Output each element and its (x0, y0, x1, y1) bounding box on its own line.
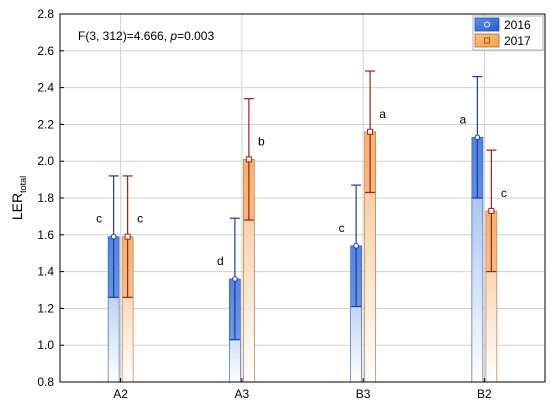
mean-marker-2016-B2 (474, 134, 481, 141)
x-tick-label: B2 (477, 387, 492, 401)
significance-letter-2016-B2: a (460, 112, 467, 126)
y-axis-title: LERtotal (9, 176, 28, 220)
significance-letter-2016-B3: c (339, 221, 345, 235)
mean-marker-2016-A3 (232, 276, 238, 282)
legend-marker-2016 (484, 21, 490, 28)
legend: 2016 2017 (472, 15, 544, 51)
y-tick-label: 1.4 (37, 265, 54, 279)
mean-marker-2016-A2 (110, 233, 117, 240)
mean-marker-2017-A2 (124, 233, 131, 240)
significance-letter-2017-B3: a (379, 107, 386, 121)
y-tick-label: 1.0 (37, 338, 54, 352)
significance-letter-2017-A3: b (258, 134, 265, 148)
legend-swatch-2016 (474, 17, 500, 32)
y-tick-label: 2.4 (37, 81, 54, 95)
annotation: F(3, 312)=4.666, p=0.003 (78, 29, 214, 43)
y-tick-label: 2.8 (37, 7, 54, 21)
y-tick-label: 0.8 (37, 375, 54, 389)
mean-marker-2017-A3 (245, 156, 252, 163)
y-tick-label: 2.2 (37, 117, 54, 131)
y-tick-label: 2.0 (37, 154, 54, 168)
legend-label-2017: 2017 (504, 34, 531, 48)
y-axis-ticks: 0.8 1.0 1.2 1.4 1.6 1.8 2.0 2.2 2.4 2.6 2.8 (37, 7, 64, 389)
legend-marker-2017 (484, 37, 490, 44)
x-tick-label: A3 (235, 387, 250, 401)
y-tick-label: 1.8 (37, 191, 54, 205)
significance-letters: c d c a c b a c (96, 107, 507, 268)
mean-marker-2017-B2 (488, 207, 495, 214)
x-axis-ticks: A2 A3 B3 B2 (113, 378, 492, 401)
legend-swatch-2017 (474, 33, 500, 48)
bars (107, 131, 498, 383)
y-tick-label: 1.2 (37, 301, 54, 315)
mean-marker-2017-B3 (367, 128, 374, 135)
significance-letter-2016-A3: d (217, 254, 224, 268)
grid-lines (60, 14, 545, 382)
y-tick-label: 2.6 (37, 44, 54, 58)
mean-marker-2016-B3 (353, 243, 359, 249)
significance-letter-2017-A2: c (137, 212, 143, 226)
y-tick-label: 1.6 (37, 228, 54, 242)
x-tick-label: B3 (356, 387, 371, 401)
x-tick-label: A2 (113, 387, 128, 401)
significance-letter-2017-B2: c (501, 186, 507, 200)
error-bars (108, 70, 497, 341)
significance-letter-2016-A2: c (96, 212, 102, 226)
legend-label-2016: 2016 (504, 18, 531, 32)
